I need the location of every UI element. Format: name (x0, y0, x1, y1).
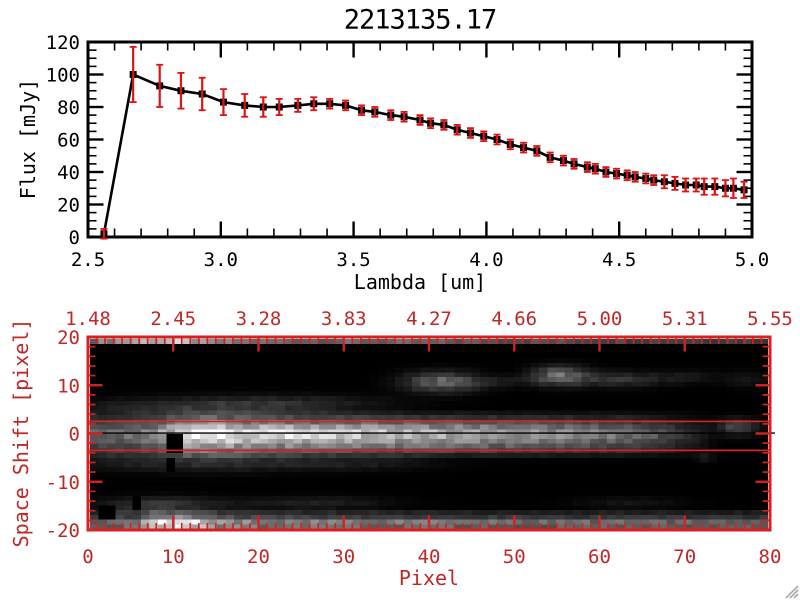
resize-grip-icon[interactable] (785, 585, 799, 599)
spectrum-tick-labels: 2.5 3.0 3.5 4.0 4.5 5.0 0 20 40 60 80 100 120 (46, 32, 769, 271)
svg-text:50: 50 (503, 546, 526, 568)
flux-axis-label: Flux [mJy] (16, 78, 40, 200)
svg-text:2.5: 2.5 (71, 249, 105, 271)
svg-text:40: 40 (418, 546, 441, 568)
svg-text:5.00: 5.00 (577, 308, 623, 330)
svg-text:4.66: 4.66 (491, 308, 537, 330)
svg-text:100: 100 (46, 65, 80, 87)
svg-text:120: 120 (46, 32, 80, 54)
space-shift-axis-label: Space Shift [pixel] (9, 318, 33, 548)
flux-error-bars (100, 45, 748, 240)
svg-text:20: 20 (247, 546, 270, 568)
svg-text:0: 0 (82, 546, 93, 568)
svg-text:4.27: 4.27 (406, 308, 452, 330)
svg-text:60: 60 (588, 546, 611, 568)
flux-data-markers (100, 71, 748, 238)
svg-text:5.0: 5.0 (735, 249, 769, 271)
svg-text:40: 40 (57, 162, 80, 184)
svg-text:3.5: 3.5 (336, 249, 370, 271)
flux-curve (102, 72, 745, 235)
svg-text:0: 0 (69, 227, 80, 249)
svg-text:5.55: 5.55 (747, 308, 793, 330)
spectrum-axis-ticks (86, 40, 754, 239)
svg-text:3.0: 3.0 (204, 249, 238, 271)
svg-text:20: 20 (57, 327, 80, 349)
svg-text:1.48: 1.48 (65, 308, 111, 330)
svg-text:70: 70 (673, 546, 696, 568)
plot-title: 2213135.17 (343, 4, 498, 36)
svg-text:60: 60 (57, 130, 80, 152)
lambda-axis-label: Lambda [um] (353, 270, 487, 294)
svg-text:20: 20 (57, 195, 80, 217)
pixel-axis-label: Pixel (398, 566, 460, 590)
svg-text:4.5: 4.5 (602, 249, 636, 271)
svg-text:4.0: 4.0 (469, 249, 503, 271)
spectral-2d-image (90, 339, 768, 529)
spectrum-plot: 2.5 3.0 3.5 4.0 4.5 5.0 0 20 40 60 80 100 120 (46, 32, 769, 271)
svg-text:0: 0 (69, 424, 80, 446)
svg-text:-10: -10 (46, 472, 80, 494)
svg-text:5.31: 5.31 (662, 308, 708, 330)
svg-text:-20: -20 (46, 520, 80, 542)
svg-text:80: 80 (759, 546, 782, 568)
svg-text:10: 10 (162, 546, 185, 568)
svg-text:10: 10 (57, 375, 80, 397)
svg-text:80: 80 (57, 97, 80, 119)
svg-text:30: 30 (332, 546, 355, 568)
svg-text:3.28: 3.28 (236, 308, 282, 330)
svg-text:3.83: 3.83 (321, 308, 367, 330)
svg-text:2.45: 2.45 (150, 308, 196, 330)
